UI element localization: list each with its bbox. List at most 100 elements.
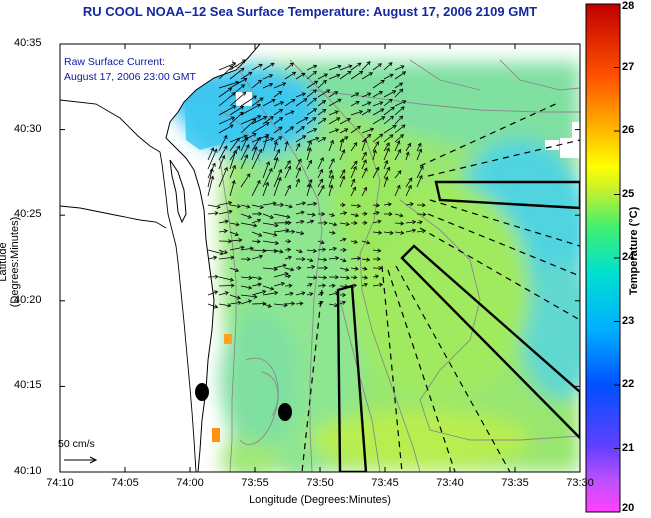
cloud-mask bbox=[545, 140, 559, 150]
current-vector bbox=[284, 283, 293, 288]
current-vector bbox=[251, 79, 262, 89]
current-vector bbox=[372, 133, 384, 143]
current-vector bbox=[339, 267, 350, 272]
land bbox=[60, 44, 261, 472]
current-vector bbox=[273, 176, 282, 197]
current-vector bbox=[383, 159, 389, 170]
current-vector bbox=[273, 109, 284, 116]
current-vector bbox=[284, 140, 289, 152]
current-vector bbox=[383, 142, 390, 152]
current-vector bbox=[394, 115, 404, 125]
current-vector bbox=[273, 249, 284, 254]
current-vector bbox=[394, 106, 405, 116]
current-vector bbox=[383, 115, 394, 125]
current-vector bbox=[383, 62, 393, 71]
current-vector bbox=[218, 291, 229, 296]
current-vector bbox=[218, 209, 233, 215]
current-vector bbox=[328, 184, 334, 197]
current-vector bbox=[339, 237, 347, 242]
current-vector bbox=[284, 98, 296, 107]
current-vector bbox=[328, 283, 336, 288]
current-vector bbox=[284, 301, 296, 306]
current-vector bbox=[295, 92, 306, 98]
current-vector bbox=[372, 248, 382, 253]
current-vector bbox=[273, 281, 285, 287]
current-vector bbox=[317, 178, 324, 188]
nearshore-patch bbox=[185, 100, 238, 150]
current-vector bbox=[229, 149, 237, 170]
current-vector bbox=[240, 213, 252, 219]
current-vector bbox=[350, 203, 362, 208]
current-vector bbox=[394, 134, 404, 143]
current-vector bbox=[218, 154, 226, 170]
current-vector bbox=[361, 167, 368, 179]
current-vector bbox=[383, 176, 389, 188]
current-vector bbox=[383, 73, 394, 80]
current-vector bbox=[350, 160, 358, 170]
current-vector bbox=[251, 211, 263, 217]
current-vector bbox=[262, 213, 274, 219]
y-tick-label: 40:30 bbox=[14, 122, 42, 135]
current-vector bbox=[317, 79, 327, 89]
legend-line-2: August 17, 2006 23:00 GMT bbox=[64, 71, 196, 83]
current-vector bbox=[350, 239, 358, 244]
current-vector bbox=[240, 71, 253, 80]
current-vector bbox=[251, 276, 263, 281]
current-vector bbox=[383, 98, 393, 107]
current-vector bbox=[361, 159, 367, 170]
current-vector bbox=[372, 63, 382, 71]
current-vector bbox=[284, 62, 294, 71]
y-tick-label: 40:15 bbox=[14, 379, 42, 392]
mooring-marker bbox=[195, 383, 209, 401]
current-vector bbox=[383, 202, 392, 207]
current-vector bbox=[295, 249, 303, 254]
current-vector bbox=[405, 177, 413, 188]
current-vector bbox=[317, 275, 328, 280]
current-vector bbox=[372, 282, 384, 287]
current-vector bbox=[372, 219, 382, 224]
current-vector bbox=[273, 263, 287, 269]
current-vector bbox=[295, 291, 306, 296]
current-vector bbox=[339, 211, 348, 216]
current-vector bbox=[405, 228, 417, 233]
current-vector bbox=[372, 149, 377, 161]
current-vector bbox=[361, 151, 367, 161]
current-vector bbox=[207, 148, 218, 170]
current-vector bbox=[339, 138, 345, 152]
current-vector bbox=[240, 118, 257, 134]
current-vector bbox=[229, 238, 243, 243]
current-vector bbox=[240, 173, 251, 188]
current-vector bbox=[295, 135, 307, 143]
current-vector bbox=[295, 98, 308, 107]
current-vector bbox=[394, 230, 405, 235]
current-vector bbox=[339, 221, 350, 227]
current-vector bbox=[229, 222, 240, 227]
x-tick-label: 73:50 bbox=[306, 477, 334, 489]
current-vector bbox=[251, 301, 267, 306]
current-vector bbox=[394, 88, 404, 98]
current-vector bbox=[240, 256, 251, 262]
colorbar-tick-label: 21 bbox=[622, 441, 635, 454]
current-vector bbox=[317, 283, 327, 288]
current-vector bbox=[328, 110, 339, 116]
current-vector bbox=[306, 128, 318, 134]
current-vector bbox=[273, 126, 283, 134]
current-vector bbox=[317, 220, 328, 226]
current-vector bbox=[394, 100, 407, 107]
current-vector bbox=[306, 136, 320, 143]
current-vector bbox=[207, 290, 219, 296]
current-vector bbox=[284, 291, 294, 296]
map-title: RU COOL NOAA–12 Sea Surface Temperature:… bbox=[82, 4, 538, 19]
current-vector bbox=[273, 136, 283, 143]
current-vector bbox=[218, 200, 233, 206]
sector-south bbox=[336, 284, 368, 472]
current-vector bbox=[262, 134, 269, 152]
current-vector bbox=[229, 294, 241, 300]
x-tick-label: 73:30 bbox=[566, 477, 594, 489]
sector-southeast bbox=[400, 244, 580, 440]
current-vector bbox=[350, 92, 360, 98]
current-vector bbox=[207, 167, 214, 188]
current-vector bbox=[218, 239, 233, 244]
current-vector bbox=[416, 165, 424, 179]
current-vector bbox=[372, 79, 385, 89]
